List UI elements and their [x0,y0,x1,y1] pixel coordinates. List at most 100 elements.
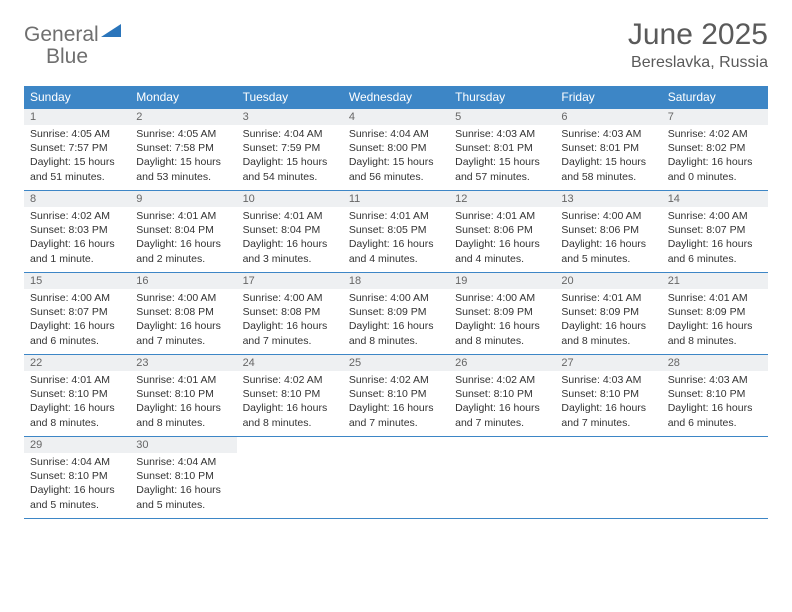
daylight-line: Daylight: 16 hours and 7 minutes. [349,401,443,429]
sunset-line: Sunset: 8:10 PM [243,387,337,401]
day-content: Sunrise: 4:02 AMSunset: 8:10 PMDaylight:… [449,371,555,434]
sunrise-line: Sunrise: 4:04 AM [30,455,124,469]
daylight-line: Daylight: 16 hours and 8 minutes. [349,319,443,347]
sunrise-line: Sunrise: 4:04 AM [349,127,443,141]
day-cell: 11Sunrise: 4:01 AMSunset: 8:05 PMDayligh… [343,191,449,273]
sunrise-line: Sunrise: 4:03 AM [455,127,549,141]
dow-tuesday: Tuesday [237,86,343,109]
sunset-line: Sunset: 8:04 PM [243,223,337,237]
daylight-line: Daylight: 16 hours and 4 minutes. [349,237,443,265]
day-number: 20 [555,273,661,289]
daylight-line: Daylight: 16 hours and 4 minutes. [455,237,549,265]
day-number: 12 [449,191,555,207]
sunrise-line: Sunrise: 4:03 AM [668,373,762,387]
day-content: Sunrise: 4:02 AMSunset: 8:03 PMDaylight:… [24,207,130,270]
day-number: 5 [449,109,555,125]
day-number: 13 [555,191,661,207]
sunrise-line: Sunrise: 4:00 AM [136,291,230,305]
day-content: Sunrise: 4:03 AMSunset: 8:10 PMDaylight:… [555,371,661,434]
day-content: Sunrise: 4:02 AMSunset: 8:02 PMDaylight:… [662,125,768,188]
day-number: 18 [343,273,449,289]
day-number: 17 [237,273,343,289]
day-cell: 15Sunrise: 4:00 AMSunset: 8:07 PMDayligh… [24,273,130,355]
day-cell: 14Sunrise: 4:00 AMSunset: 8:07 PMDayligh… [662,191,768,273]
daylight-line: Daylight: 16 hours and 8 minutes. [668,319,762,347]
header: General Blue June 2025 Bereslavka, Russi… [24,18,768,72]
day-cell: 9Sunrise: 4:01 AMSunset: 8:04 PMDaylight… [130,191,236,273]
dow-friday: Friday [555,86,661,109]
daylight-line: Daylight: 16 hours and 8 minutes. [136,401,230,429]
day-cell: 23Sunrise: 4:01 AMSunset: 8:10 PMDayligh… [130,355,236,437]
day-content: Sunrise: 4:01 AMSunset: 8:09 PMDaylight:… [555,289,661,352]
day-number: 11 [343,191,449,207]
dow-monday: Monday [130,86,236,109]
day-content: Sunrise: 4:00 AMSunset: 8:08 PMDaylight:… [237,289,343,352]
dow-thursday: Thursday [449,86,555,109]
day-content: Sunrise: 4:05 AMSunset: 7:58 PMDaylight:… [130,125,236,188]
sunrise-line: Sunrise: 4:04 AM [136,455,230,469]
week-row: 1Sunrise: 4:05 AMSunset: 7:57 PMDaylight… [24,109,768,191]
sunset-line: Sunset: 8:06 PM [561,223,655,237]
day-content: Sunrise: 4:04 AMSunset: 8:10 PMDaylight:… [130,453,236,516]
day-cell: 7Sunrise: 4:02 AMSunset: 8:02 PMDaylight… [662,109,768,191]
day-number: 28 [662,355,768,371]
day-number: 23 [130,355,236,371]
day-cell: 20Sunrise: 4:01 AMSunset: 8:09 PMDayligh… [555,273,661,355]
daylight-line: Daylight: 15 hours and 51 minutes. [30,155,124,183]
dow-saturday: Saturday [662,86,768,109]
day-number: 7 [662,109,768,125]
day-number: 6 [555,109,661,125]
day-cell: 2Sunrise: 4:05 AMSunset: 7:58 PMDaylight… [130,109,236,191]
sunset-line: Sunset: 8:09 PM [349,305,443,319]
day-content: Sunrise: 4:01 AMSunset: 8:09 PMDaylight:… [662,289,768,352]
daylight-line: Daylight: 16 hours and 8 minutes. [561,319,655,347]
sunset-line: Sunset: 7:57 PM [30,141,124,155]
day-number: 4 [343,109,449,125]
daylight-line: Daylight: 16 hours and 7 minutes. [136,319,230,347]
sunrise-line: Sunrise: 4:02 AM [243,373,337,387]
day-cell [343,437,449,519]
sunrise-line: Sunrise: 4:01 AM [136,373,230,387]
sunset-line: Sunset: 8:07 PM [668,223,762,237]
day-cell: 13Sunrise: 4:00 AMSunset: 8:06 PMDayligh… [555,191,661,273]
day-content: Sunrise: 4:01 AMSunset: 8:05 PMDaylight:… [343,207,449,270]
brand-logo: General Blue [24,18,121,68]
day-cell: 3Sunrise: 4:04 AMSunset: 7:59 PMDaylight… [237,109,343,191]
day-cell: 18Sunrise: 4:00 AMSunset: 8:09 PMDayligh… [343,273,449,355]
day-cell: 1Sunrise: 4:05 AMSunset: 7:57 PMDaylight… [24,109,130,191]
sunrise-line: Sunrise: 4:03 AM [561,373,655,387]
sunrise-line: Sunrise: 4:01 AM [136,209,230,223]
day-content: Sunrise: 4:00 AMSunset: 8:09 PMDaylight:… [449,289,555,352]
sunset-line: Sunset: 7:58 PM [136,141,230,155]
day-cell: 6Sunrise: 4:03 AMSunset: 8:01 PMDaylight… [555,109,661,191]
day-cell: 10Sunrise: 4:01 AMSunset: 8:04 PMDayligh… [237,191,343,273]
sunrise-line: Sunrise: 4:01 AM [455,209,549,223]
day-cell: 21Sunrise: 4:01 AMSunset: 8:09 PMDayligh… [662,273,768,355]
sunrise-line: Sunrise: 4:00 AM [668,209,762,223]
daylight-line: Daylight: 16 hours and 8 minutes. [243,401,337,429]
sunset-line: Sunset: 8:10 PM [136,387,230,401]
sunset-line: Sunset: 8:03 PM [30,223,124,237]
day-cell: 22Sunrise: 4:01 AMSunset: 8:10 PMDayligh… [24,355,130,437]
daylight-line: Daylight: 16 hours and 1 minute. [30,237,124,265]
sunset-line: Sunset: 7:59 PM [243,141,337,155]
sunset-line: Sunset: 8:10 PM [30,387,124,401]
sunset-line: Sunset: 8:01 PM [455,141,549,155]
week-row: 22Sunrise: 4:01 AMSunset: 8:10 PMDayligh… [24,355,768,437]
daylight-line: Daylight: 16 hours and 5 minutes. [30,483,124,511]
sunset-line: Sunset: 8:05 PM [349,223,443,237]
day-cell [449,437,555,519]
daylight-line: Daylight: 16 hours and 8 minutes. [455,319,549,347]
day-content: Sunrise: 4:01 AMSunset: 8:10 PMDaylight:… [130,371,236,434]
sunset-line: Sunset: 8:10 PM [561,387,655,401]
day-content: Sunrise: 4:05 AMSunset: 7:57 PMDaylight:… [24,125,130,188]
sunrise-line: Sunrise: 4:01 AM [561,291,655,305]
day-cell: 5Sunrise: 4:03 AMSunset: 8:01 PMDaylight… [449,109,555,191]
sunrise-line: Sunrise: 4:02 AM [30,209,124,223]
day-number: 14 [662,191,768,207]
sunset-line: Sunset: 8:01 PM [561,141,655,155]
sunset-line: Sunset: 8:08 PM [243,305,337,319]
day-content: Sunrise: 4:03 AMSunset: 8:01 PMDaylight:… [555,125,661,188]
daylight-line: Daylight: 16 hours and 3 minutes. [243,237,337,265]
sunset-line: Sunset: 8:08 PM [136,305,230,319]
